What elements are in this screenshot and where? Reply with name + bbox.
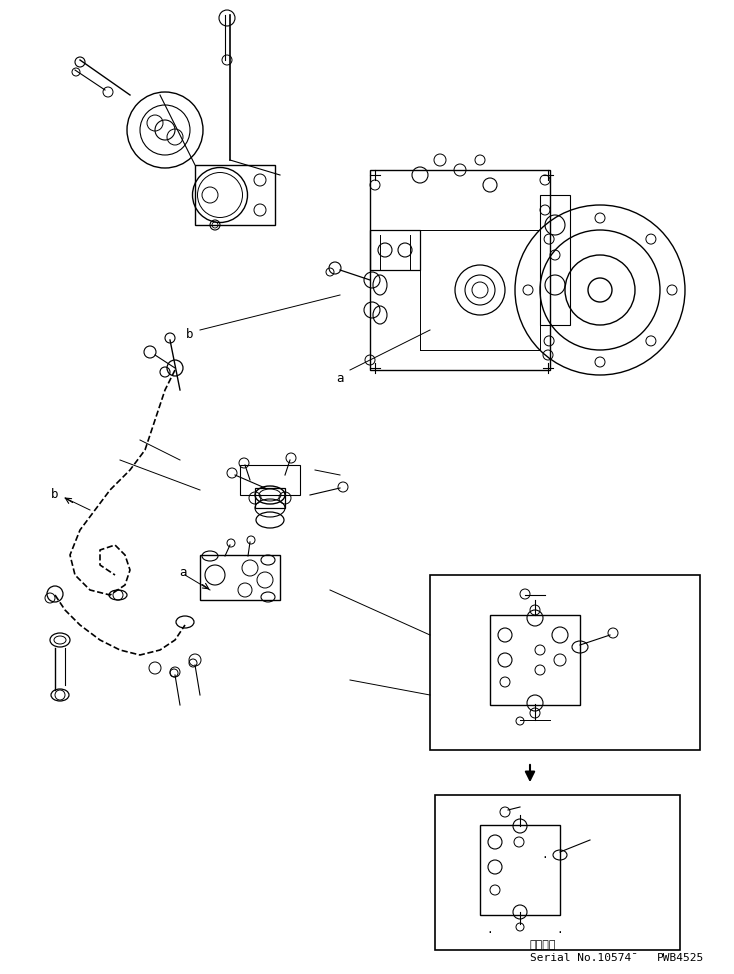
- Text: .: .: [542, 850, 548, 860]
- Bar: [240, 465, 300, 495]
- Text: a: a: [336, 371, 344, 385]
- Bar: [370, 170, 550, 370]
- Text: PWB4525: PWB4525: [656, 953, 704, 963]
- Bar: [430, 575, 700, 750]
- Text: b: b: [186, 328, 194, 342]
- Bar: [480, 825, 560, 915]
- Bar: [255, 488, 285, 508]
- Text: .: .: [556, 925, 564, 935]
- Bar: [490, 615, 580, 705]
- Bar: [195, 165, 275, 225]
- Text: a: a: [179, 567, 186, 580]
- Text: Serial No.10574¯: Serial No.10574¯: [530, 953, 638, 963]
- Bar: [200, 555, 280, 600]
- Text: .: .: [487, 925, 493, 935]
- Bar: [435, 795, 680, 950]
- Bar: [370, 230, 420, 270]
- Text: 適用号機: 適用号機: [530, 940, 556, 950]
- Bar: [540, 195, 570, 325]
- Text: b: b: [51, 489, 59, 502]
